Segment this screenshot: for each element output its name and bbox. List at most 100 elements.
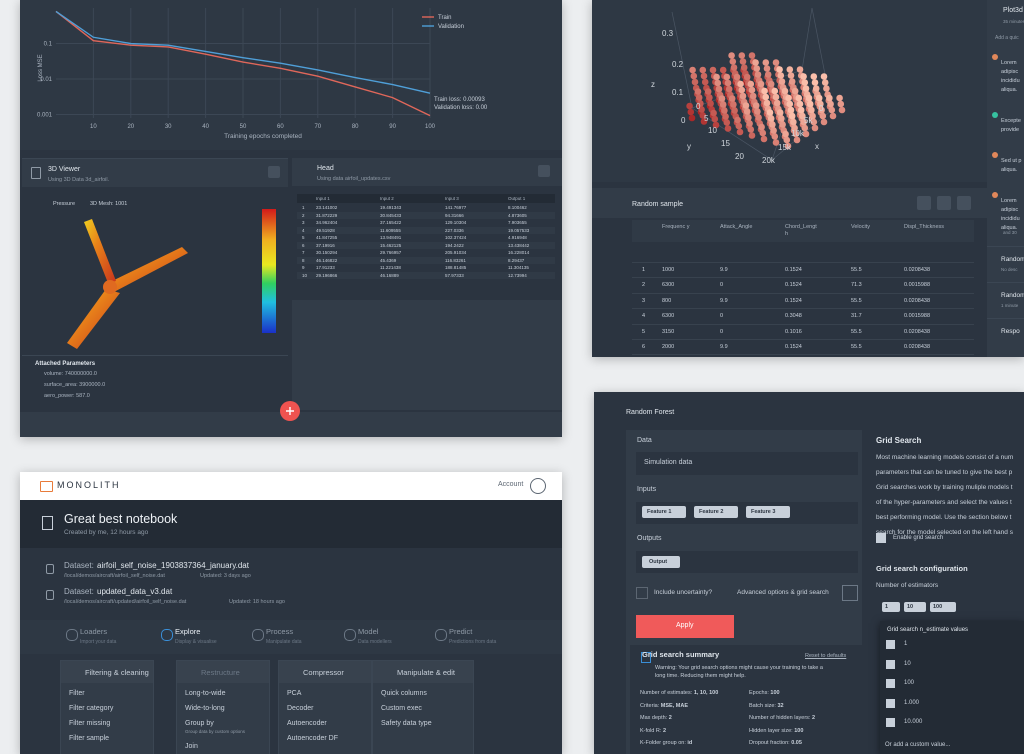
y-tick-label: 0.01 — [40, 77, 52, 83]
tool-item[interactable]: Quick columns — [381, 690, 427, 697]
checkbox-checked[interactable] — [886, 640, 895, 649]
chip[interactable]: Feature 2 — [694, 506, 738, 518]
card-title: Manipulate & edit — [397, 668, 455, 677]
scatter-point-decor — [802, 85, 810, 92]
summary-key: Epochs: — [749, 690, 769, 696]
menu-button[interactable] — [538, 165, 550, 177]
tab-icon[interactable] — [161, 629, 173, 641]
tool-item[interactable]: Decoder — [287, 705, 314, 712]
tool-item[interactable]: Join — [185, 743, 198, 750]
tab[interactable]: Predict — [449, 627, 473, 636]
summary-item: Hidden layer size: 100 — [749, 728, 803, 734]
chip[interactable]: 1 — [882, 602, 900, 612]
checkbox[interactable] — [636, 587, 648, 599]
checkbox-checked[interactable] — [886, 698, 895, 708]
annotation: Train loss: 0.00093 — [434, 97, 485, 103]
option[interactable]: 10.000 — [904, 719, 923, 725]
link[interactable]: Advanced options & grid search — [737, 589, 829, 596]
option[interactable]: 10 — [904, 660, 911, 667]
item-title[interactable]: Random — [1001, 256, 1024, 263]
scatter-point-decor — [721, 107, 728, 114]
chip[interactable]: Feature 3 — [746, 506, 790, 518]
tool-item[interactable]: PCA — [287, 690, 302, 697]
chip[interactable]: 10 — [904, 602, 926, 612]
scatter-point-decor — [781, 87, 789, 95]
checkbox-checked[interactable] — [886, 659, 895, 669]
tool-item[interactable]: Group by — [185, 720, 214, 727]
tool-item[interactable]: Wide-to-long — [185, 705, 225, 712]
add-button[interactable] — [280, 401, 300, 421]
apply-button[interactable]: Apply — [636, 615, 734, 638]
cell: 0 — [720, 282, 724, 289]
param: aero_power: 587.0 — [44, 393, 90, 399]
tool-item[interactable]: Filter category — [69, 705, 114, 712]
scatter-point-decor — [733, 73, 741, 81]
cell: 41.847255 — [316, 235, 338, 240]
dropdown[interactable]: Pressure — [53, 201, 76, 207]
cell: 205.91034 — [445, 250, 467, 255]
tab-icon[interactable] — [252, 629, 264, 641]
tool-item[interactable]: Safety data type — [381, 720, 432, 727]
tab[interactable]: Loaders — [80, 627, 108, 636]
checkbox-checked[interactable] — [886, 679, 895, 688]
line-series — [55, 10, 431, 94]
account-link[interactable]: Account — [498, 481, 524, 488]
edit-button[interactable] — [957, 196, 971, 210]
cell: 0 — [720, 328, 724, 335]
chip[interactable]: Output — [642, 556, 680, 568]
option[interactable]: 100 — [904, 680, 915, 686]
select[interactable] — [636, 551, 858, 573]
divider — [22, 355, 288, 356]
scatter-point-decor — [801, 124, 809, 132]
tool-item[interactable]: Autoencoder DF — [287, 735, 338, 742]
tool-item[interactable]: Filter missing — [69, 720, 111, 727]
cell: 188.81485 — [445, 265, 467, 270]
tab-icon[interactable] — [435, 629, 447, 641]
summary-value: 1, 10, 100 — [693, 690, 719, 696]
scatter-point-decor — [818, 106, 825, 114]
divider — [987, 318, 1024, 319]
link[interactable]: Reset to defaults — [805, 653, 847, 659]
share-button[interactable] — [937, 196, 951, 210]
avatar[interactable] — [530, 478, 546, 494]
checkbox-checked[interactable] — [886, 718, 895, 727]
tool-item[interactable]: Filter sample — [69, 735, 110, 742]
scatter-point-decor — [760, 135, 768, 143]
tab[interactable]: Process — [266, 627, 294, 636]
item-title[interactable]: Random — [1001, 292, 1024, 299]
settings-button[interactable] — [268, 166, 280, 178]
custom-input[interactable]: Or add a custom value... — [885, 742, 951, 748]
tool-item[interactable]: Custom exec — [381, 705, 422, 712]
close-button[interactable] — [917, 196, 931, 210]
item-title[interactable]: Respo — [1001, 328, 1020, 335]
tick-label: 10 — [708, 126, 717, 135]
select-value[interactable]: Simulation data — [644, 459, 693, 466]
tab-icon[interactable] — [344, 629, 356, 641]
chip[interactable]: 100 — [930, 602, 956, 612]
tool-item[interactable]: Autoencoder — [287, 720, 327, 727]
row-stripe — [297, 241, 555, 249]
tab[interactable]: Explore — [175, 627, 201, 636]
summary-value: 0.05 — [791, 740, 802, 746]
option[interactable]: 1 — [904, 641, 908, 647]
chip[interactable]: Feature 1 — [642, 506, 686, 518]
tab-icon[interactable] — [66, 629, 78, 641]
tool-item[interactable]: Long-to-wide — [185, 690, 226, 697]
grid-button[interactable] — [842, 585, 858, 601]
scatter-point-decor — [787, 106, 795, 114]
scatter-point-decor — [778, 115, 785, 122]
plus — [286, 407, 294, 415]
select[interactable] — [636, 452, 858, 475]
summary-key: Number of hidden layers: — [749, 715, 811, 721]
card-header — [279, 661, 371, 683]
option[interactable]: 1.000 — [904, 699, 920, 706]
scatter-point-decor — [738, 86, 746, 94]
tab[interactable]: Model — [358, 627, 379, 636]
comment-input[interactable]: Add a quic — [995, 35, 1019, 41]
checkbox-checked[interactable] — [876, 533, 886, 543]
dropdown[interactable]: 3D Mesh: 1001 — [90, 201, 128, 207]
tool-item[interactable]: Filter — [69, 690, 85, 697]
scatter-point-decor — [738, 52, 746, 59]
scatter-point-decor — [808, 106, 815, 114]
scatter-point-decor — [786, 100, 794, 108]
